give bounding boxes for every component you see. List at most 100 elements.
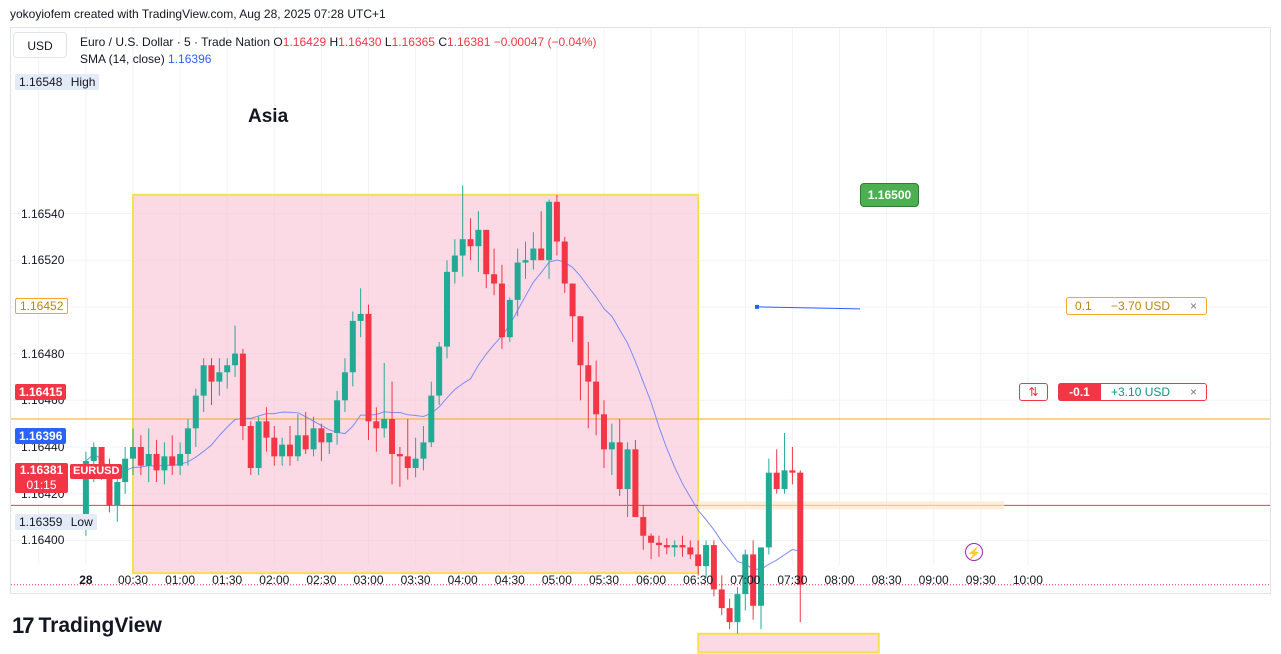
candle-body	[177, 454, 184, 466]
target-anchor	[755, 304, 759, 309]
drawings	[755, 304, 861, 310]
candle-body	[224, 365, 231, 373]
sma-line	[85, 259, 801, 570]
x-tick-label: 06:00	[636, 573, 667, 587]
high-label: High	[70, 75, 96, 89]
target-ray	[756, 306, 861, 310]
candle-body	[106, 470, 113, 506]
open-position[interactable]: -0.1 +3.10 USD ×	[1058, 383, 1207, 401]
candle-body	[420, 442, 427, 459]
orange-line-tag: 1.16452	[15, 298, 69, 314]
candle-body	[145, 454, 152, 466]
candle-body	[247, 425, 254, 469]
candle-body	[255, 421, 262, 469]
x-tick-label: 10:00	[1012, 573, 1043, 587]
candle-body	[192, 395, 199, 429]
candle-body	[687, 547, 694, 555]
candle-body	[334, 400, 341, 433]
tp-close-icon[interactable]: ×	[1190, 299, 1198, 313]
candle-body	[514, 262, 521, 300]
position-close-icon[interactable]: ×	[1190, 385, 1198, 399]
candle-body	[553, 201, 560, 242]
candle-body	[114, 482, 121, 506]
candle-body	[710, 545, 717, 590]
candle-body	[467, 239, 474, 247]
position-band	[698, 501, 1005, 510]
sma-polyline	[85, 259, 801, 570]
candle-body	[365, 313, 372, 422]
candle-body	[302, 435, 309, 450]
candle-body	[773, 472, 780, 490]
tradingview-logo[interactable]: 17 TradingView	[12, 613, 162, 639]
candle-body	[318, 428, 325, 443]
x-tick-label: 08:00	[824, 573, 855, 587]
target-price-label[interactable]: 1.16500	[860, 183, 919, 207]
x-tick-label: 05:00	[541, 573, 572, 587]
candle-body	[679, 545, 686, 548]
candle-body	[208, 365, 215, 382]
ohlc-c-value: 1.16381	[447, 35, 491, 49]
candle-body	[389, 418, 396, 455]
x-tick-label: 02:30	[306, 573, 337, 587]
candle-body	[239, 353, 246, 426]
x-tick-label: 04:30	[494, 573, 525, 587]
candle-body	[530, 248, 537, 261]
candle-body	[797, 472, 804, 585]
x-tick-label: 07:00	[730, 573, 761, 587]
reverse-button[interactable]: ⇅	[1019, 383, 1048, 401]
candle-body	[326, 432, 333, 443]
candle-body	[491, 274, 498, 284]
candle-body	[200, 365, 207, 396]
candle-body	[734, 594, 741, 623]
x-tick-label: 28	[79, 573, 93, 587]
sma-tag: 1.16396	[15, 428, 67, 444]
candle-body	[608, 442, 615, 450]
session-box	[697, 632, 880, 654]
x-tick-label: 04:00	[447, 573, 478, 587]
candle-body	[451, 255, 458, 272]
ohlc-h-label: H	[329, 35, 339, 49]
chart-frame[interactable]	[10, 27, 1271, 594]
sma-value: 1.16396	[168, 52, 212, 66]
ohlc-h-value: 1.16430	[338, 35, 382, 49]
x-tick-label: 01:00	[165, 573, 196, 587]
candle-body	[663, 545, 670, 548]
candle-body	[483, 229, 490, 275]
ohlc-o-label: O	[273, 35, 283, 49]
red-line-tag: 1.16415	[15, 384, 67, 400]
candle-body	[750, 554, 757, 606]
candle-body	[695, 554, 702, 567]
ohlc-l-value: 1.16365	[391, 35, 435, 49]
take-profit-order[interactable]: 0.1 −3.70 USD ×	[1066, 297, 1207, 315]
candle-body	[137, 447, 144, 466]
attribution-text: yokoyiofem created with TradingView.com,…	[10, 7, 386, 21]
x-tick-label: 00:30	[117, 573, 149, 587]
x-tick-label: 01:30	[212, 573, 243, 587]
candle-body	[98, 447, 105, 471]
candle-body	[616, 442, 623, 490]
candle-body	[444, 271, 450, 347]
candle-body	[718, 589, 725, 609]
y-tick-label: 1.16480	[21, 346, 65, 361]
candle-body	[546, 201, 553, 261]
symbol-tag: EURUSD	[70, 464, 123, 479]
candle-body	[561, 241, 568, 284]
candle-body	[781, 470, 788, 490]
candle-body	[789, 470, 796, 473]
candle-body	[341, 372, 348, 401]
low-tag: 1.16359 Low	[15, 514, 97, 530]
high-price: 1.16548	[19, 75, 63, 89]
x-tick-label: 09:00	[918, 573, 949, 587]
candle-body	[498, 283, 505, 338]
candle-body	[271, 437, 278, 457]
candle-body	[161, 456, 168, 471]
candle-body	[703, 545, 710, 567]
candle-body	[632, 449, 639, 518]
price-levels	[11, 418, 1270, 586]
x-tick-label: 05:30	[588, 573, 620, 587]
currency-button[interactable]: USD	[13, 32, 67, 58]
candle-body	[640, 517, 647, 536]
lightning-icon[interactable]: ⚡	[965, 543, 983, 561]
